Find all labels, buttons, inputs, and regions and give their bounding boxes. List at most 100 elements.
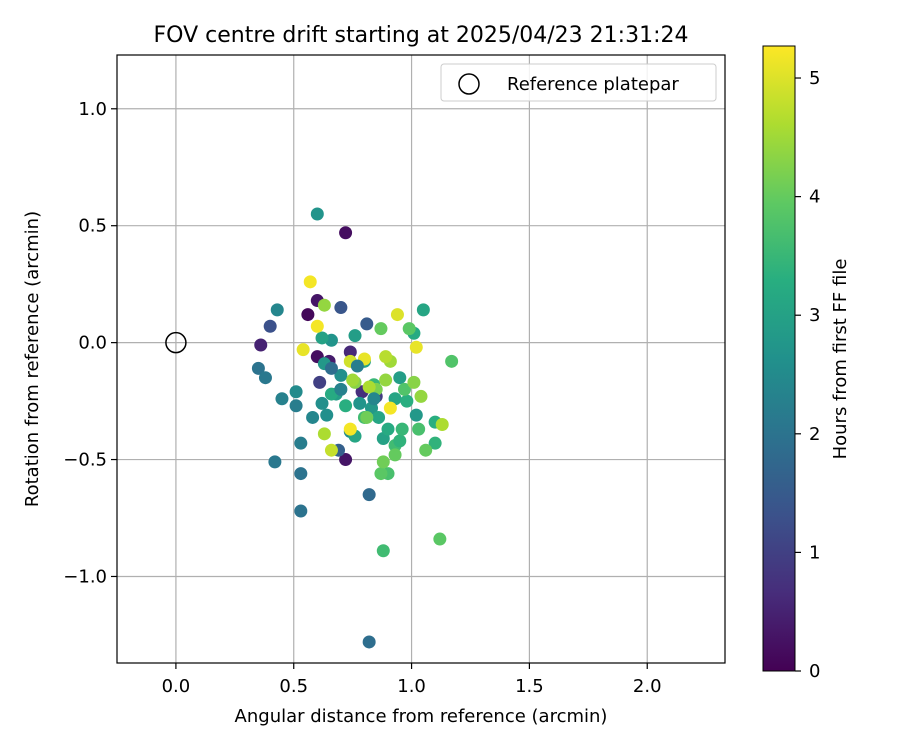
plot-frame	[116, 54, 726, 664]
data-point	[275, 392, 289, 406]
data-point	[258, 371, 272, 385]
data-point	[409, 340, 423, 354]
data-point	[301, 308, 315, 322]
data-point	[360, 410, 374, 424]
data-point	[306, 410, 320, 424]
data-point	[428, 436, 442, 450]
data-point	[376, 455, 390, 469]
colorbar-label: Hours from first FF file	[830, 259, 851, 460]
y-tick-label: 0.0	[78, 333, 107, 354]
data-point	[296, 343, 310, 357]
colorbar-tick-label: 0	[809, 661, 820, 682]
y-tick-label: 0.5	[78, 216, 107, 237]
scatter-points	[165, 207, 459, 649]
y-tick-label: −0.5	[63, 450, 107, 471]
y-axis-label: Rotation from reference (arcmin)	[22, 211, 43, 507]
data-point	[334, 368, 348, 382]
data-point	[388, 448, 402, 462]
data-point	[362, 635, 376, 649]
data-point	[393, 371, 407, 385]
data-point	[390, 308, 404, 322]
x-axis-label: Angular distance from reference (arcmin)	[235, 706, 608, 727]
data-point	[317, 427, 331, 441]
colorbar-tick-label: 1	[809, 542, 820, 563]
y-axis-ticks: 1.0 0.5 0.0 −0.5 −1.0	[63, 99, 117, 587]
y-tick-label: −1.0	[63, 566, 107, 587]
data-point	[409, 408, 423, 422]
data-point	[324, 361, 338, 375]
data-point	[398, 382, 412, 396]
colorbar-tick-label: 5	[809, 68, 820, 89]
data-point	[317, 298, 331, 312]
x-axis-ticks: 0.0 0.5 1.0 1.5 2.0	[162, 663, 662, 697]
data-point	[393, 434, 407, 448]
data-point	[303, 275, 317, 289]
data-point	[362, 488, 376, 502]
data-point	[294, 504, 308, 518]
data-point	[400, 394, 414, 408]
data-point	[376, 544, 390, 558]
data-point	[324, 443, 338, 457]
x-tick-label: 0.5	[279, 676, 308, 697]
colorbar: 0 1 2 3 4 5 Hours from first FF file	[762, 45, 851, 682]
data-point	[367, 392, 381, 406]
data-point	[313, 375, 327, 389]
data-point	[435, 417, 449, 431]
x-tick-label: 2.0	[633, 676, 662, 697]
data-point	[379, 373, 393, 387]
data-point	[433, 532, 447, 546]
colorbar-gradient	[762, 45, 796, 672]
data-point	[251, 361, 265, 375]
data-point	[334, 301, 348, 315]
data-point	[407, 375, 421, 389]
data-point	[372, 410, 386, 424]
data-point	[346, 373, 360, 387]
data-point	[315, 331, 329, 345]
x-tick-label: 1.0	[397, 676, 426, 697]
data-point	[383, 401, 397, 415]
data-point	[320, 408, 334, 422]
data-point	[294, 436, 308, 450]
data-point	[310, 319, 324, 333]
colorbar-tick-label: 2	[809, 424, 820, 445]
data-point	[419, 443, 433, 457]
colorbar-tick-label: 3	[809, 305, 820, 326]
reference-platepar-marker	[165, 331, 187, 354]
data-point	[360, 317, 374, 331]
data-point	[270, 303, 284, 317]
data-point	[289, 399, 303, 413]
data-point	[414, 389, 428, 403]
data-point	[412, 422, 426, 436]
grid-lines	[117, 55, 725, 663]
data-point	[379, 350, 393, 364]
data-point	[353, 396, 367, 410]
data-point	[339, 226, 353, 240]
data-point	[445, 354, 459, 368]
data-point	[362, 380, 376, 394]
data-point	[381, 422, 395, 436]
data-point	[395, 422, 409, 436]
data-point	[343, 345, 357, 359]
data-point	[268, 455, 282, 469]
data-point	[348, 329, 362, 343]
data-point	[315, 396, 329, 410]
data-point	[402, 322, 416, 336]
data-point	[343, 422, 357, 436]
x-tick-label: 1.5	[515, 676, 544, 697]
data-point	[334, 382, 348, 396]
x-tick-label: 0.0	[162, 676, 191, 697]
chart-title: FOV centre drift starting at 2025/04/23 …	[154, 23, 689, 48]
data-point	[254, 338, 268, 352]
data-point	[374, 322, 388, 336]
legend-box	[440, 63, 717, 102]
data-point	[416, 303, 430, 317]
data-point	[339, 399, 353, 413]
legend-marker-icon	[458, 73, 480, 95]
legend-label: Reference platepar	[507, 74, 679, 95]
data-point	[350, 359, 364, 373]
data-point	[263, 319, 277, 333]
colorbar-ticks: 0 1 2 3 4 5	[795, 68, 820, 682]
y-tick-label: 1.0	[78, 99, 107, 120]
colorbar-tick-label: 4	[809, 187, 820, 208]
